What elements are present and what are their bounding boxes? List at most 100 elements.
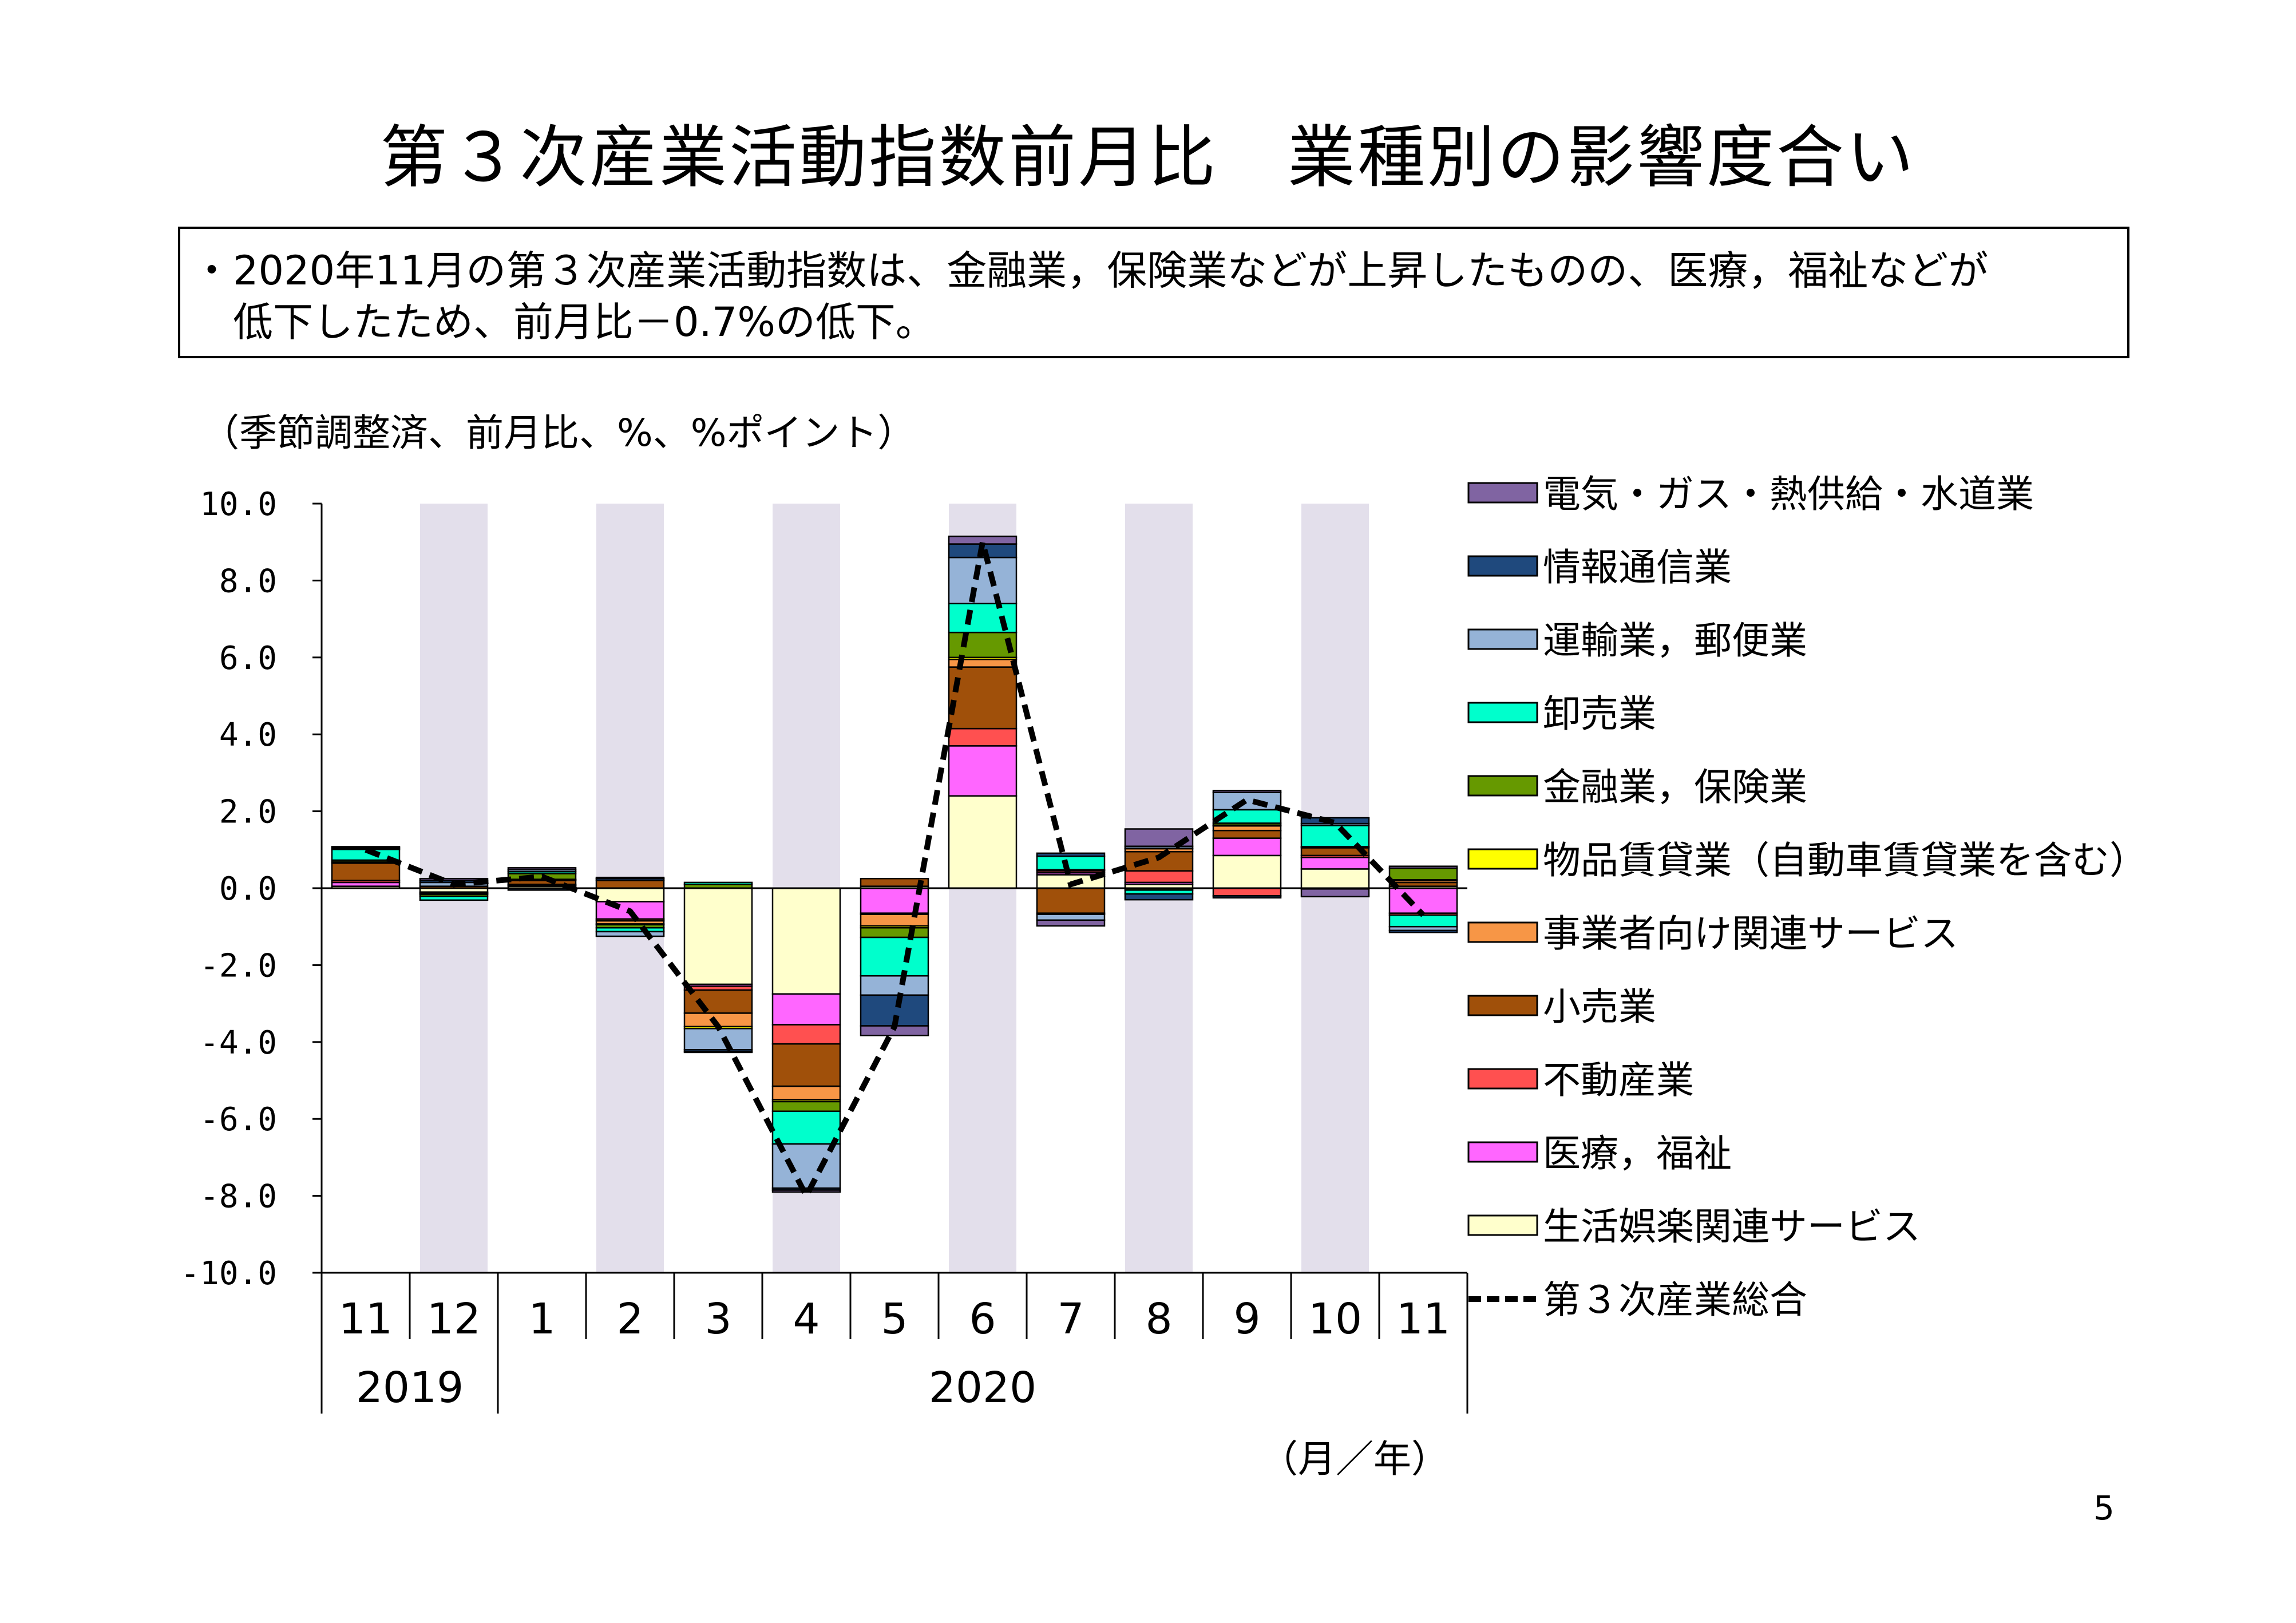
total-line bbox=[365, 541, 1426, 1202]
bar-segment bbox=[1124, 870, 1194, 884]
legend-swatch bbox=[1467, 702, 1538, 723]
bar-segment bbox=[419, 895, 489, 901]
y-tick-label: 0.0 bbox=[219, 870, 277, 908]
bar-segment bbox=[1036, 852, 1106, 857]
bar-segment bbox=[771, 1101, 841, 1113]
month-label: 10 bbox=[1308, 1295, 1362, 1344]
month-label: 11 bbox=[339, 1295, 393, 1344]
y-tick-label: -4.0 bbox=[200, 1024, 277, 1062]
summary-box: ・ 2020年11月の第３次産業活動指数は、金融業，保険業などが上昇したものの、… bbox=[178, 227, 2129, 358]
bar-segment bbox=[1212, 790, 1282, 793]
bar-segment bbox=[948, 727, 1018, 747]
bar-segment bbox=[683, 989, 753, 1014]
legend-label: 生活娯楽関連サービス bbox=[1543, 1205, 1921, 1249]
summary-bullet: ・ bbox=[192, 247, 232, 294]
bar-segment bbox=[1212, 837, 1282, 857]
month-label: 6 bbox=[969, 1295, 996, 1344]
y-tick-label: 2.0 bbox=[219, 794, 277, 831]
bar-segment bbox=[860, 913, 929, 927]
bar-segment bbox=[1300, 856, 1370, 870]
bar-segment bbox=[1388, 929, 1458, 933]
month-label: 12 bbox=[427, 1295, 481, 1344]
bar-segment bbox=[1036, 887, 1106, 914]
bar-segment bbox=[771, 1110, 841, 1145]
year-label: 2019 bbox=[356, 1363, 464, 1412]
bar-segment bbox=[683, 881, 753, 885]
legend-swatch bbox=[1467, 848, 1538, 870]
bar-segment bbox=[1212, 895, 1282, 899]
bar-segment bbox=[948, 666, 1018, 730]
bar-segment bbox=[595, 931, 665, 937]
bar-segment bbox=[1300, 888, 1370, 898]
axes: 10.0 8.0 6.0 4.0 2.0 0.0 -2.0 -4.0 -6.0 -8.0 -10.0… bbox=[180, 486, 1468, 1414]
legend-label: 金融業，保険業 bbox=[1543, 765, 1807, 809]
bar-segment bbox=[1388, 914, 1458, 928]
y-tick-label: 4.0 bbox=[219, 717, 277, 754]
bar-segment bbox=[860, 975, 929, 996]
legend: 電気・ガス・熱供給・水道業情報通信業運輸業，郵便業卸売業金融業，保険業物品賃貸業… bbox=[1467, 472, 2147, 1322]
y-tick-label: -8.0 bbox=[200, 1178, 277, 1216]
bar-segment bbox=[507, 867, 577, 870]
y-tick-label: 6.0 bbox=[219, 640, 277, 677]
bar-segment bbox=[771, 887, 841, 995]
slide-title: 第３次産業活動指数前月比 業種別の影響度合い bbox=[379, 118, 1916, 197]
legend-label: 卸売業 bbox=[1543, 692, 1656, 736]
legend-swatch bbox=[1467, 1214, 1538, 1236]
bar-segment bbox=[771, 1024, 841, 1045]
legend-label: 電気・ガス・熱供給・水道業 bbox=[1543, 472, 2034, 516]
bar-segment bbox=[1212, 854, 1282, 889]
bar-segment bbox=[595, 880, 665, 889]
page-number: 5 bbox=[2093, 1489, 2115, 1527]
month-label: 4 bbox=[793, 1295, 820, 1344]
bar-segment bbox=[683, 887, 753, 985]
y-tick-label: -2.0 bbox=[200, 947, 277, 984]
legend-swatch bbox=[1467, 1141, 1538, 1163]
bar-segment bbox=[1300, 817, 1370, 825]
month-label: 8 bbox=[1145, 1295, 1172, 1344]
month-label: 11 bbox=[1396, 1295, 1450, 1344]
summary-line-2: 低下したため、前月比－0.7%の低下。 bbox=[233, 299, 936, 346]
legend-swatch bbox=[1467, 555, 1538, 577]
legend-label: 物品賃貸業（自動車賃貸業を含む） bbox=[1543, 838, 2147, 882]
legend-swatch bbox=[1467, 628, 1538, 650]
legend-label: 医療，福祉 bbox=[1543, 1131, 1732, 1175]
y-tick-label: -6.0 bbox=[200, 1101, 277, 1138]
bar-segment bbox=[1388, 867, 1458, 881]
bar-segment bbox=[1388, 887, 1458, 914]
month-label: 5 bbox=[881, 1295, 908, 1344]
month-label: 1 bbox=[528, 1295, 555, 1344]
bar-segment bbox=[1124, 893, 1194, 901]
y-tick-label: 8.0 bbox=[219, 563, 277, 600]
bar-segment bbox=[1212, 829, 1282, 839]
legend-swatch bbox=[1467, 775, 1538, 797]
bar-segment bbox=[1388, 865, 1458, 869]
legend-swatch bbox=[1467, 1068, 1538, 1090]
bar-segment bbox=[595, 887, 665, 902]
month-label: 3 bbox=[704, 1295, 731, 1344]
bar-segment bbox=[771, 993, 841, 1026]
y-tick-label: 10.0 bbox=[200, 486, 277, 523]
legend-swatch bbox=[1467, 482, 1538, 504]
bar-segment bbox=[1036, 919, 1106, 927]
stacked-bars bbox=[331, 535, 1458, 1193]
month-label: 2 bbox=[616, 1295, 643, 1344]
bar-segment bbox=[683, 1028, 753, 1051]
total-line-path bbox=[365, 541, 1426, 1202]
legend-label: 第３次産業総合 bbox=[1543, 1278, 1807, 1322]
month-label: 9 bbox=[1233, 1295, 1260, 1344]
legend-swatch bbox=[1467, 921, 1538, 943]
bar-segment bbox=[331, 862, 401, 881]
x-axis-unit: （月／年） bbox=[1260, 1437, 1449, 1481]
bar-segment bbox=[1036, 855, 1106, 870]
legend-label: 不動産業 bbox=[1543, 1058, 1694, 1102]
legend-label: 運輸業，郵便業 bbox=[1543, 619, 1807, 663]
month-label: 7 bbox=[1057, 1295, 1084, 1344]
bar-segment bbox=[771, 1085, 841, 1101]
unit-note: （季節調整済、前月比、%、%ポイント） bbox=[201, 411, 916, 455]
bar-segment bbox=[1300, 868, 1370, 889]
summary-line-1: 2020年11月の第３次産業活動指数は、金融業，保険業などが上昇したものの、医療… bbox=[233, 247, 1989, 294]
legend-swatch bbox=[1467, 995, 1538, 1016]
bar-segment bbox=[1212, 791, 1282, 811]
year-label: 2020 bbox=[929, 1363, 1036, 1412]
